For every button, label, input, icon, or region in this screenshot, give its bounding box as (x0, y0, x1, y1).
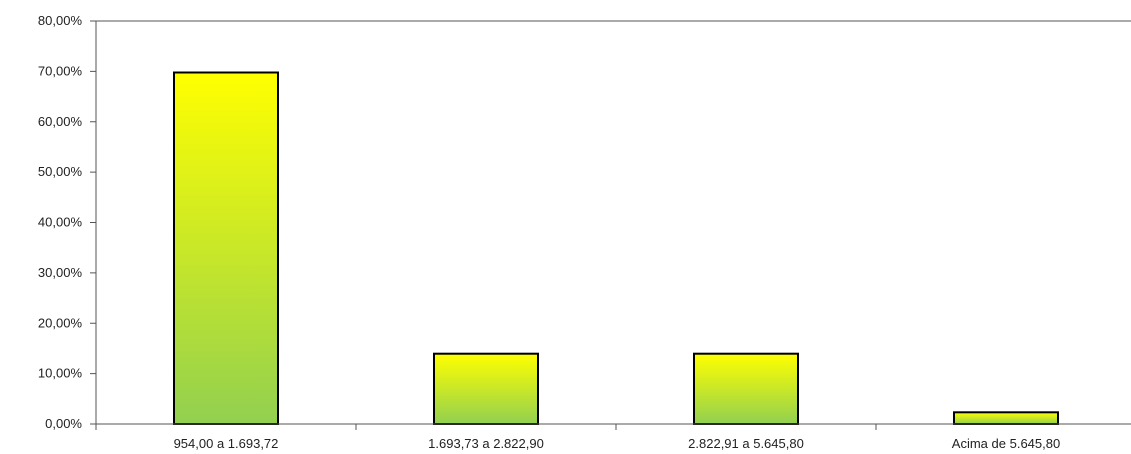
y-tick-label: 50,00% (38, 164, 83, 179)
y-tick-label: 0,00% (45, 416, 82, 431)
x-category-label: 954,00 a 1.693,72 (174, 436, 279, 451)
labels-layer: 0,00% 10,00% 20,00% 30,00% 40,00% 50,00% 60,00… (38, 13, 1060, 451)
axis-layer (90, 20, 1131, 430)
x-category-label: 1.693,73 a 2.822,90 (428, 436, 544, 451)
bar-4 (953, 411, 1059, 425)
x-category-label: 2.822,91 a 5.645,80 (688, 436, 804, 451)
y-tick-label: 70,00% (38, 63, 83, 78)
y-tick-label: 60,00% (38, 114, 83, 129)
bars-layer (173, 71, 1059, 426)
bar-2 (433, 352, 539, 426)
x-category-label: Acima de 5.645,80 (952, 436, 1060, 451)
y-tick-label: 20,00% (38, 315, 83, 330)
bar-1 (173, 71, 279, 425)
bar-3 (693, 352, 799, 426)
y-tick-label: 10,00% (38, 366, 83, 381)
y-tick-label: 40,00% (38, 215, 83, 230)
y-tick-label: 80,00% (38, 13, 83, 28)
y-tick-label: 30,00% (38, 265, 83, 280)
